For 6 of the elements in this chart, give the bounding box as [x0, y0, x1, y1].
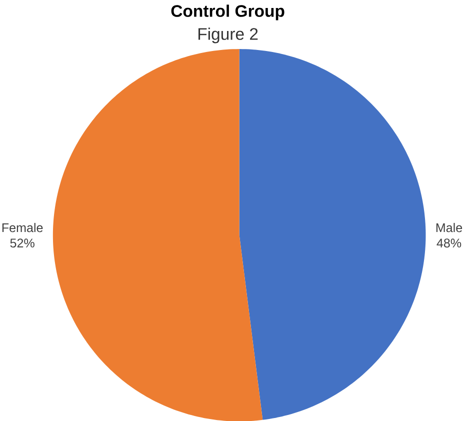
- slice-label: Female: [2, 222, 43, 232]
- data-label: 48%: [436, 238, 462, 248]
- slice-label: Male: [436, 222, 462, 232]
- chart-title: Control Group: [171, 4, 284, 20]
- chart-subtitle: Figure 2: [198, 27, 258, 44]
- data-label: 52%: [10, 238, 34, 248]
